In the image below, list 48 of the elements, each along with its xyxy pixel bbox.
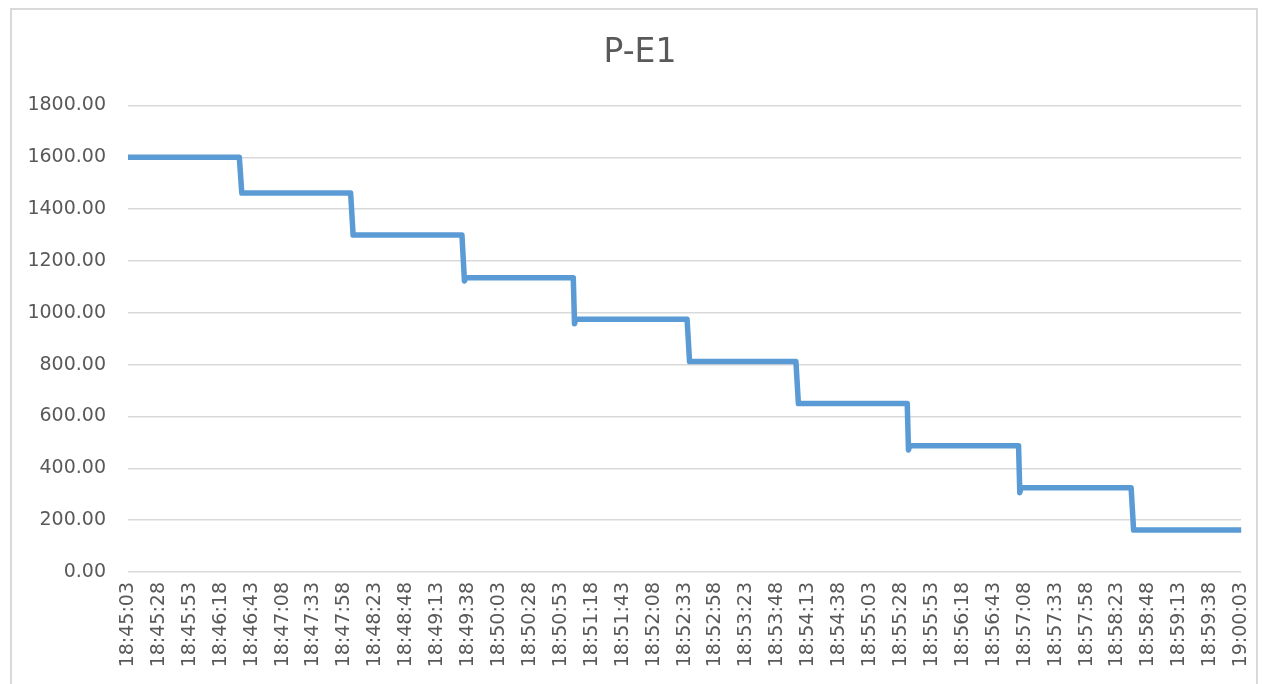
x-tick-label: 18:51:43 bbox=[609, 582, 632, 668]
x-tick-label: 18:45:28 bbox=[145, 582, 168, 668]
x-tick-label: 18:58:48 bbox=[1135, 582, 1158, 668]
x-tick-label: 18:47:33 bbox=[300, 582, 323, 668]
chart-title: P-E1 bbox=[603, 30, 677, 70]
x-tick-label: 18:52:58 bbox=[702, 582, 725, 668]
x-tick-label: 18:47:58 bbox=[331, 582, 354, 668]
y-tick-label: 1400.00 bbox=[27, 196, 106, 219]
x-tick-label: 18:53:48 bbox=[764, 582, 787, 668]
x-tick-label: 19:00:03 bbox=[1228, 582, 1251, 668]
x-tick-label: 18:47:08 bbox=[269, 582, 292, 668]
y-tick-label: 1600.00 bbox=[27, 144, 106, 167]
x-tick-label: 18:53:23 bbox=[733, 582, 756, 668]
x-tick-label: 18:50:03 bbox=[486, 582, 509, 668]
y-tick-label: 1000.00 bbox=[27, 299, 106, 322]
x-tick-label: 18:57:08 bbox=[1011, 582, 1034, 668]
y-tick-label: 400.00 bbox=[39, 455, 106, 478]
x-tick-label: 18:55:03 bbox=[857, 582, 880, 668]
x-tick-label: 18:56:43 bbox=[980, 582, 1003, 668]
x-tick-label: 18:57:58 bbox=[1073, 582, 1096, 668]
x-tick-label: 18:49:13 bbox=[424, 582, 447, 668]
x-tick-label: 18:46:18 bbox=[207, 582, 230, 668]
x-tick-label: 18:48:48 bbox=[393, 582, 416, 668]
x-tick-label: 18:49:38 bbox=[455, 582, 478, 668]
x-tick-label: 18:55:53 bbox=[918, 582, 941, 668]
x-tick-label: 18:52:08 bbox=[640, 582, 663, 668]
x-tick-label: 18:51:18 bbox=[578, 582, 601, 668]
x-tick-label: 18:56:18 bbox=[949, 582, 972, 668]
x-tick-label: 18:50:53 bbox=[547, 582, 570, 668]
x-tick-label: 18:48:23 bbox=[362, 582, 385, 668]
x-tick-label: 18:55:28 bbox=[887, 582, 910, 668]
y-tick-label: 800.00 bbox=[39, 351, 106, 374]
x-tick-label: 18:45:03 bbox=[114, 582, 137, 668]
x-tick-label: 18:50:28 bbox=[516, 582, 539, 668]
y-tick-label: 600.00 bbox=[39, 403, 106, 426]
x-tick-label: 18:58:23 bbox=[1104, 582, 1127, 668]
x-tick-label: 18:52:33 bbox=[671, 582, 694, 668]
x-tick-label: 18:57:33 bbox=[1042, 582, 1065, 668]
y-tick-label: 1200.00 bbox=[27, 247, 106, 270]
y-tick-label: 0.00 bbox=[63, 558, 106, 581]
y-tick-label: 200.00 bbox=[39, 507, 106, 530]
x-tick-label: 18:46:43 bbox=[238, 582, 261, 668]
y-tick-label: 1800.00 bbox=[27, 92, 106, 115]
x-tick-label: 18:59:13 bbox=[1166, 582, 1189, 668]
x-tick-label: 18:54:13 bbox=[795, 582, 818, 668]
x-tick-label: 18:45:53 bbox=[176, 582, 199, 668]
x-tick-label: 18:54:38 bbox=[826, 582, 849, 668]
x-tick-label: 18:59:38 bbox=[1197, 582, 1220, 668]
